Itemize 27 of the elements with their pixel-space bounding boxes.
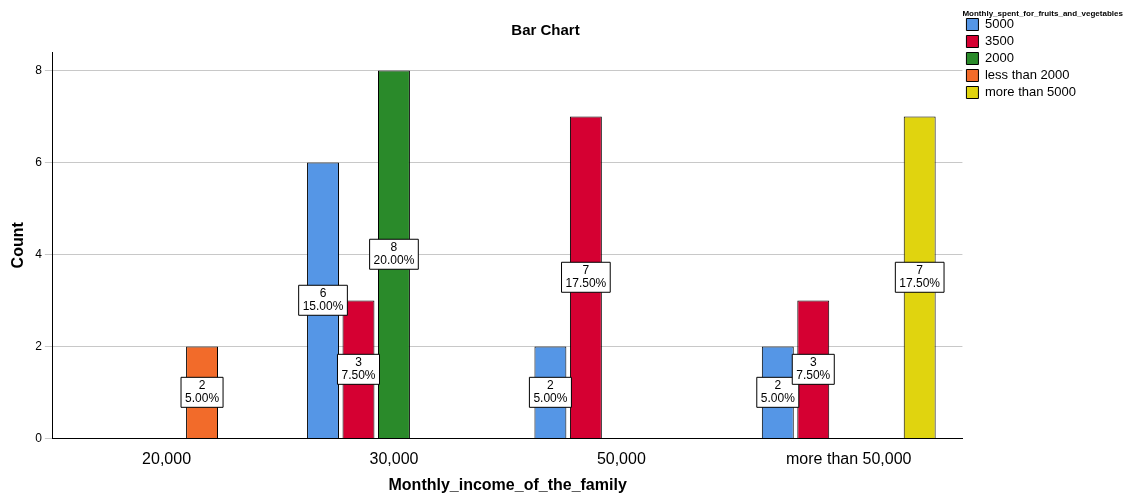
y-tick-label: 4 [35, 246, 43, 261]
legend-label: more than 5000 [984, 84, 1077, 100]
y-tick-label: 2 [35, 338, 43, 353]
y-tick-label: 0 [35, 430, 43, 445]
data-label: 3 7.50% [341, 355, 376, 383]
legend-title: Monthly_spent_for_fruits_and_vegetables [962, 9, 1124, 19]
chart-title: Bar Chart [511, 21, 580, 39]
data-label: 3 7.50% [796, 355, 831, 383]
x-tick-label: 30,000 [369, 449, 419, 467]
x-tick-label: 50,000 [596, 449, 646, 467]
x-tick-label: 20,000 [142, 449, 192, 467]
x-tick-label: more than 50,000 [786, 449, 912, 467]
data-label: 2 5.00% [185, 378, 220, 406]
y-tick-label: 8 [35, 62, 43, 77]
legend-label: 5000 [984, 16, 1014, 32]
data-label: 7 17.50% [565, 263, 607, 291]
data-label: 7 17.50% [899, 263, 941, 291]
legend-label: less than 2000 [984, 67, 1070, 83]
x-axis-title: Monthly_income_of_the_family [388, 475, 627, 493]
legend-label: 3500 [984, 33, 1014, 49]
data-label: 8 20.00% [373, 240, 415, 268]
y-tick-label: 6 [35, 154, 43, 169]
legend-label: 2000 [984, 50, 1014, 66]
data-label: 2 5.00% [533, 378, 568, 406]
data-label: 2 5.00% [760, 378, 796, 406]
y-axis-title: Count [9, 221, 27, 269]
data-label: 6 15.00% [302, 286, 344, 314]
